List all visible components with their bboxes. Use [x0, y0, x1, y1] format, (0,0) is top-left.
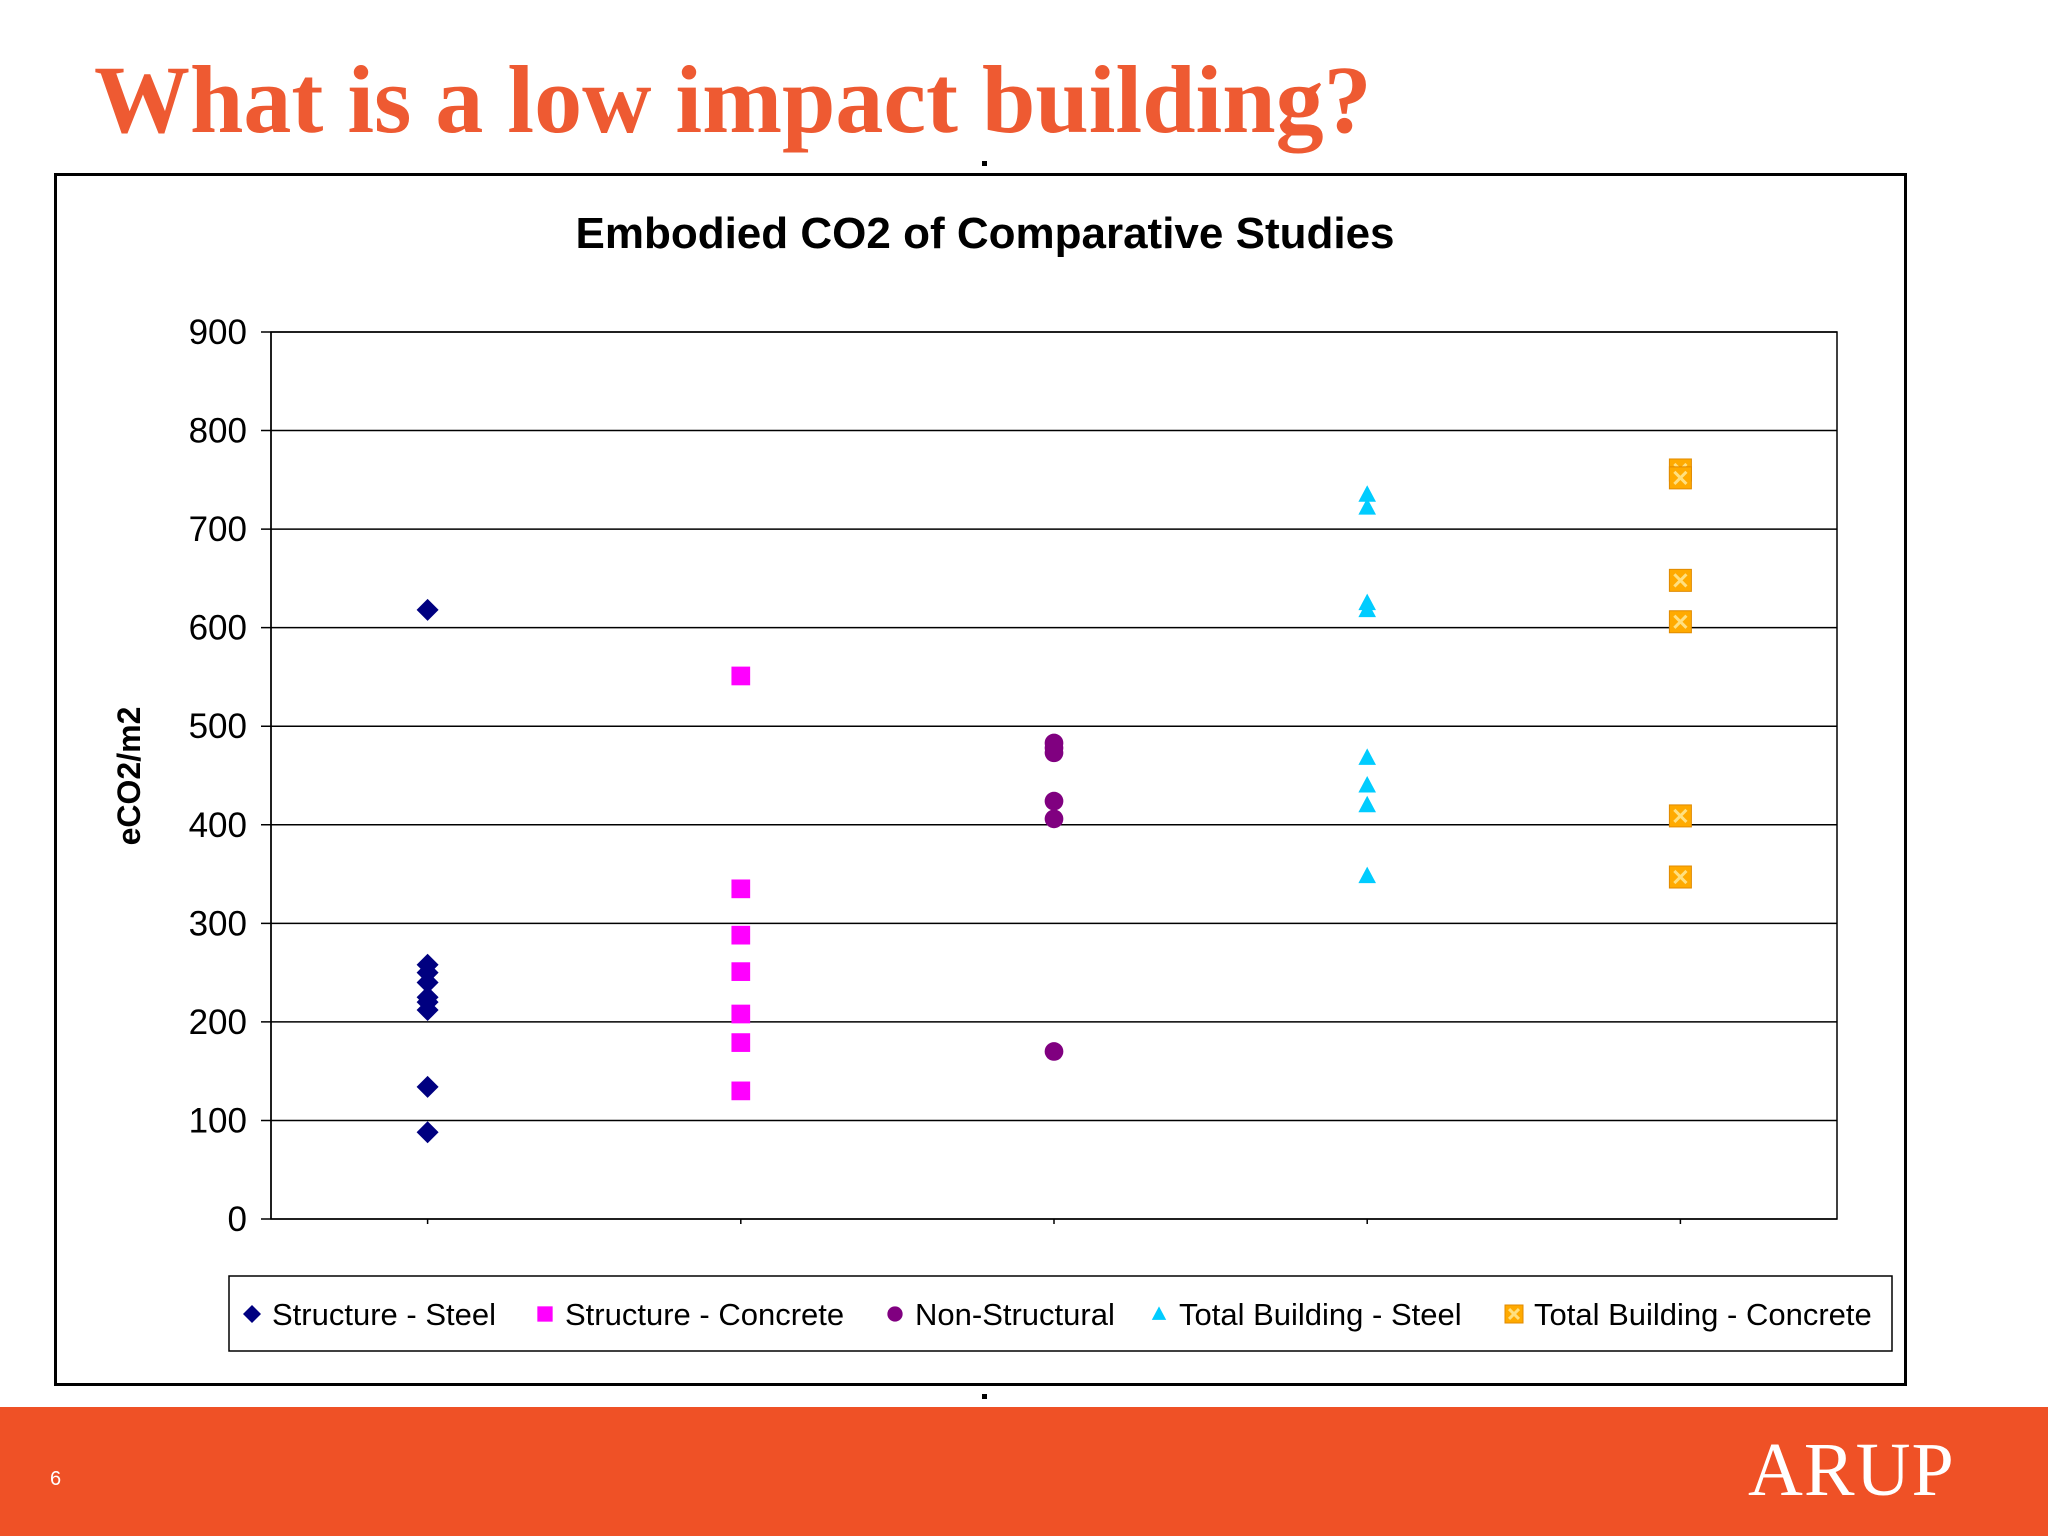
- legend-label: Total Building - Steel: [1179, 1297, 1462, 1332]
- y-tick-label: 200: [189, 1003, 247, 1042]
- page-number: 6: [50, 1468, 62, 1490]
- legend-item: Total Building - Concrete: [1504, 1297, 1872, 1332]
- series-5: [1668, 458, 1692, 889]
- data-point: [1668, 804, 1692, 828]
- data-point: [416, 598, 439, 621]
- legend-item: Non-Structural: [887, 1297, 1115, 1332]
- y-axis-ticks: 0 100 200 300 400 500 600 700 800 900: [189, 313, 1682, 1239]
- data-point: [416, 999, 439, 1022]
- y-axis-label: eCO2/m2: [111, 707, 147, 846]
- legend-box: [228, 1275, 1893, 1352]
- chart-frame: 0 100 200 300 400 500 600 700 800 900 Embodied CO…: [54, 173, 1907, 1386]
- data-point: [1044, 743, 1064, 763]
- data-point: [731, 1081, 751, 1101]
- plot-area: [270, 331, 1838, 1220]
- data-point: [731, 962, 751, 981]
- data-point: [731, 925, 751, 945]
- data-point: [1358, 866, 1376, 884]
- data-point: [731, 879, 751, 899]
- data-point: [1044, 1042, 1064, 1061]
- slide-title: What is a low impact building?: [94, 46, 1372, 153]
- data-point: [416, 971, 439, 994]
- y-tick-label: 900: [189, 313, 247, 352]
- data-point: [1358, 795, 1376, 813]
- y-tick-label: 0: [228, 1200, 247, 1239]
- legend-label: Total Building - Concrete: [1534, 1297, 1872, 1332]
- plot-grid: [261, 331, 1838, 1220]
- legend-marker: [537, 1306, 553, 1322]
- series-2: [731, 666, 751, 1101]
- chart-handle-bottom: [982, 1394, 987, 1399]
- y-tick-label: 800: [189, 412, 247, 451]
- legend-marker: [887, 1306, 903, 1322]
- y-tick-label: 300: [189, 904, 247, 943]
- data-point: [731, 1033, 751, 1052]
- data-point: [1358, 498, 1376, 515]
- y-tick-label: 700: [189, 510, 247, 549]
- y-tick-label: 400: [189, 806, 247, 845]
- y-tick-label: 600: [189, 609, 247, 648]
- series-4: [1358, 485, 1376, 884]
- legend-marker: [243, 1305, 261, 1323]
- plot-marks: [416, 458, 1692, 1144]
- chart-handle-top: [982, 161, 987, 166]
- data-point: [1358, 485, 1376, 502]
- data-point: [416, 1075, 439, 1098]
- data-point: [1044, 791, 1064, 811]
- data-point: [1044, 809, 1064, 829]
- data-point: [1668, 865, 1692, 889]
- y-tick-label: 100: [189, 1101, 247, 1140]
- data-point: [1358, 600, 1376, 618]
- footer-bar: [0, 1407, 2048, 1536]
- data-point: [731, 666, 751, 686]
- legend-item: Total Building - Steel: [1151, 1297, 1462, 1332]
- data-point: [1358, 748, 1376, 765]
- legend-label: Structure - Steel: [272, 1297, 496, 1332]
- data-point: [1668, 466, 1692, 490]
- series-3: [1044, 733, 1064, 1061]
- chart: 0 100 200 300 400 500 600 700 800 900 Embodied CO…: [111, 209, 1893, 1352]
- data-point: [731, 1004, 751, 1024]
- data-point: [1358, 776, 1376, 793]
- legend-item: Structure - Steel: [243, 1297, 496, 1332]
- data-point: [1668, 568, 1692, 592]
- legend-marker: [1504, 1304, 1524, 1324]
- arup-logo: ARUP: [1748, 1428, 1955, 1512]
- data-point: [1668, 610, 1692, 634]
- chart-title: Embodied CO2 of Comparative Studies: [575, 209, 1394, 258]
- legend-label: Structure - Concrete: [565, 1297, 844, 1332]
- legend: Structure - Steel Structure - Concrete Non…: [228, 1275, 1893, 1352]
- y-tick-label: 500: [189, 707, 247, 746]
- legend-label: Non-Structural: [915, 1297, 1115, 1332]
- data-point: [416, 1121, 439, 1144]
- legend-marker: [1151, 1306, 1167, 1320]
- series-1: [416, 598, 439, 1144]
- legend-item: Structure - Concrete: [537, 1297, 844, 1332]
